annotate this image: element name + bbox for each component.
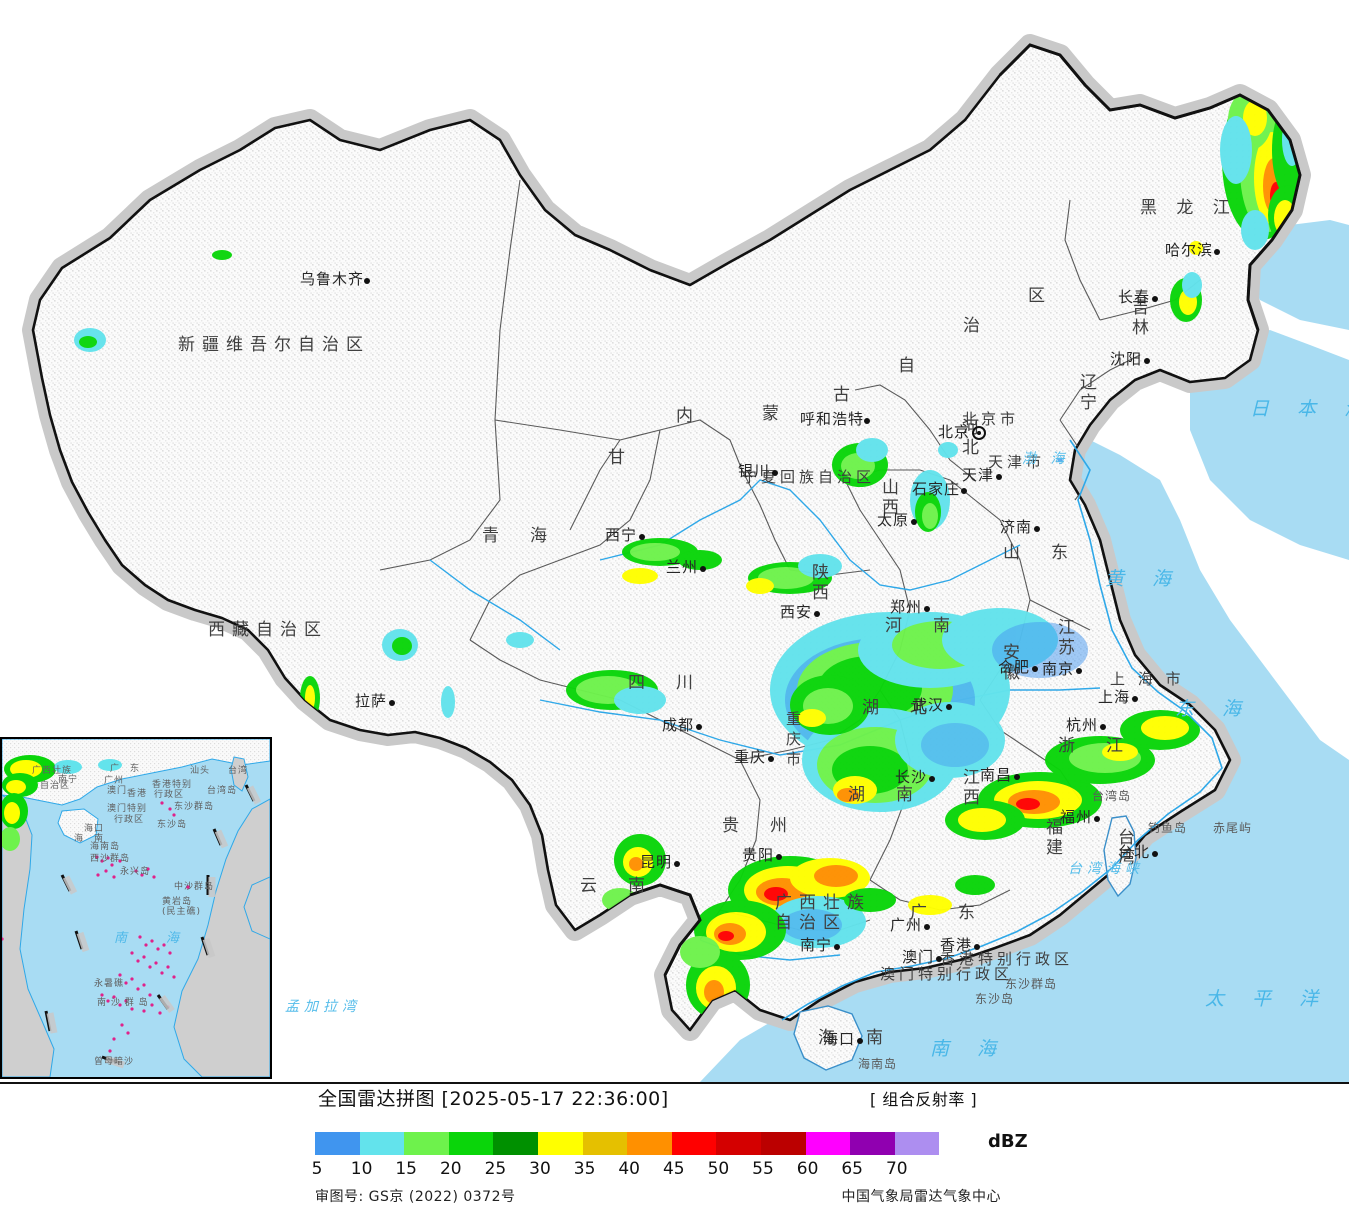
city-marker-拉萨 xyxy=(389,700,395,706)
city-marker-哈尔滨 xyxy=(1214,249,1220,255)
echo-south xyxy=(680,856,995,1019)
capital-marker-beijing xyxy=(972,426,986,440)
echo-north-china xyxy=(832,438,958,532)
city-marker-西宁 xyxy=(639,534,645,540)
dbz-colorbar[interactable] xyxy=(315,1132,940,1155)
city-marker-天津 xyxy=(996,474,1002,480)
city-marker-南宁 xyxy=(834,944,840,950)
city-marker-太原 xyxy=(911,519,917,525)
echo-gansu xyxy=(622,538,722,584)
colorbar-swatch-35 xyxy=(582,1132,628,1155)
city-marker-海口 xyxy=(857,1038,863,1044)
city-marker-呼和浩特 xyxy=(864,418,870,424)
city-marker-福州 xyxy=(1094,816,1100,822)
city-marker-广州 xyxy=(924,924,930,930)
dbz-tick-50: 50 xyxy=(707,1159,730,1179)
city-marker-昆明 xyxy=(674,861,680,867)
city-marker-石家庄 xyxy=(961,488,967,494)
radar-title: 全国雷达拼图 [2025-05-17 22:36:00] xyxy=(318,1088,669,1110)
dbz-tick-60: 60 xyxy=(796,1159,819,1179)
map-approval-number: 审图号: GS京 (2022) 0372号 xyxy=(315,1189,516,1205)
issuing-agency: 中国气象局雷达气象中心 xyxy=(841,1189,1001,1205)
dbz-tick-15: 15 xyxy=(395,1159,418,1179)
city-marker-郑州 xyxy=(924,606,930,612)
coastline xyxy=(781,439,1223,1021)
legend-panel: 全国雷达拼图 [2025-05-17 22:36:00] [ 组合反射率 ] 5… xyxy=(0,1082,1349,1208)
dbz-tick-40: 40 xyxy=(618,1159,641,1179)
inset-echo xyxy=(2,755,122,851)
colorbar-swatch-10 xyxy=(359,1132,405,1155)
colorbar-swatch-70 xyxy=(894,1132,940,1155)
echo-central xyxy=(770,608,1088,812)
dbz-tick-35: 35 xyxy=(573,1159,596,1179)
dbz-tick-25: 25 xyxy=(484,1159,507,1179)
city-marker-合肥 xyxy=(1032,666,1038,672)
taiwan-island xyxy=(1103,815,1137,898)
dbz-unit-label: dBZ xyxy=(988,1131,1028,1152)
colorbar-swatch-65 xyxy=(850,1132,895,1155)
colorbar-swatch-45 xyxy=(671,1132,717,1155)
city-marker-香港 xyxy=(974,944,980,950)
dbz-tick-5: 5 xyxy=(311,1159,323,1179)
city-marker-沈阳 xyxy=(1144,358,1150,364)
china-radar-map[interactable]: 新疆维吾尔自治区 西藏自治区青 海甘内蒙古自治区四 川云 南贵 州湖 南湖 北河 … xyxy=(0,0,1349,1082)
echo-fujian xyxy=(945,710,1200,840)
city-marker-长沙 xyxy=(929,776,935,782)
colorbar-swatch-55 xyxy=(760,1132,806,1155)
echo-jilin xyxy=(1170,241,1203,322)
dbz-tick-45: 45 xyxy=(662,1159,685,1179)
city-marker-南京 xyxy=(1076,668,1082,674)
city-marker-贵阳 xyxy=(776,854,782,860)
colorbar-swatch-40 xyxy=(627,1132,672,1155)
city-marker-台北 xyxy=(1152,851,1158,857)
city-marker-南昌 xyxy=(1014,774,1020,780)
city-marker-长春 xyxy=(1152,296,1158,302)
inset-map-svg xyxy=(2,739,270,1077)
dbz-tick-10: 10 xyxy=(350,1159,373,1179)
dbz-tick-20: 20 xyxy=(439,1159,462,1179)
echo-yunnan xyxy=(602,834,666,912)
colorbar-swatch-25 xyxy=(493,1132,538,1155)
inset-island-dots xyxy=(2,801,190,1053)
colorbar-swatch-30 xyxy=(537,1132,583,1155)
south-china-sea-inset[interactable]: 广西壮族 自治区 南宁广 东广州 汕头 台湾 澳门 香港 香港特别 行政区 台湾岛 澳门特别 行政区东… xyxy=(0,737,272,1079)
national-border xyxy=(629,43,1302,976)
city-marker-杭州 xyxy=(1100,724,1106,730)
colorbar-swatch-50 xyxy=(716,1132,761,1155)
inset-boundary-shadows xyxy=(46,785,262,1069)
city-marker-重庆 xyxy=(768,756,774,762)
colorbar-swatch-60 xyxy=(805,1132,851,1155)
product-type-label: [ 组合反射率 ] xyxy=(870,1090,978,1109)
dbz-tick-55: 55 xyxy=(752,1159,774,1179)
echo-xinjiang xyxy=(74,250,232,352)
city-marker-乌鲁木齐 xyxy=(364,278,370,284)
city-marker-济南 xyxy=(1034,526,1040,532)
echo-sichuan xyxy=(566,670,666,714)
city-marker-澳门 xyxy=(936,956,942,962)
china-landmass xyxy=(31,43,1302,1032)
city-marker-武汉 xyxy=(946,704,952,710)
echo-shaanxi xyxy=(746,554,842,594)
dbz-tick-70: 70 xyxy=(885,1159,908,1179)
dbz-tick-30: 30 xyxy=(529,1159,551,1179)
city-marker-西安 xyxy=(814,611,820,617)
city-marker-上海 xyxy=(1132,696,1138,702)
city-marker-成都 xyxy=(696,724,702,730)
colorbar-swatch-5 xyxy=(315,1132,360,1155)
hainan-island xyxy=(793,1005,863,1071)
city-marker-银川 xyxy=(772,470,778,476)
city-marker-兰州 xyxy=(700,566,706,572)
colorbar-swatch-20 xyxy=(448,1132,494,1155)
colorbar-swatch-15 xyxy=(404,1132,449,1155)
dbz-tick-65: 65 xyxy=(841,1159,864,1179)
